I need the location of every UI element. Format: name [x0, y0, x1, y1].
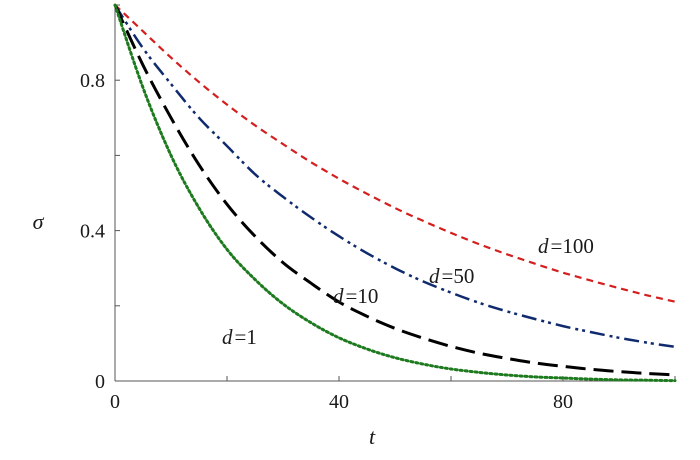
series-line-3: [113, 3, 677, 383]
y-tick-label: 0.8: [80, 70, 105, 92]
annotation-d-50-value: =50: [442, 264, 475, 288]
annotation-d-100-var: d: [538, 234, 549, 258]
annotation-d-10: d=10: [333, 284, 378, 308]
y-axis-label: σ: [33, 209, 45, 234]
x-tick-label: 40: [329, 391, 349, 413]
annotation-d-1: d=1: [222, 325, 257, 349]
axes: [114, 5, 675, 382]
annotation-d-50: d=50: [429, 264, 474, 288]
annotation-d-10-value: =10: [346, 284, 379, 308]
series-layer: [113, 3, 677, 383]
y-tick-label: 0: [95, 371, 105, 393]
annotation-d-1-var: d: [222, 325, 233, 349]
x-tick-label: 0: [110, 391, 120, 413]
x-tick-label: 80: [553, 391, 573, 413]
annotation-d-50-var: d: [429, 264, 440, 288]
series-line-0: [114, 4, 676, 303]
annotation-d-10-var: d: [333, 284, 344, 308]
series-line-2: [113, 4, 676, 377]
ticks: 0 40 80 0 0.4 0.8: [80, 4, 676, 413]
y-tick-label: 0.4: [80, 221, 105, 243]
annotation-d-100: d=100: [538, 234, 594, 258]
x-axis-label: t: [369, 424, 376, 449]
annotation-d-100-value: =100: [551, 234, 594, 258]
annotation-d-1-value: =1: [235, 325, 257, 349]
series-line-1: [113, 4, 676, 349]
